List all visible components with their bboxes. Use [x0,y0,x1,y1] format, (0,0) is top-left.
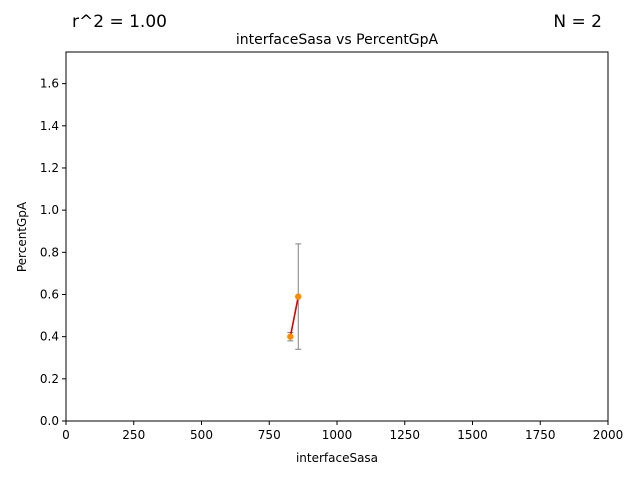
data-points [287,293,302,340]
y-tick-label: 1.2 [40,161,59,175]
y-tick-label: 0.8 [40,245,59,259]
x-tick-label: 250 [122,428,145,442]
r-squared-annotation: r^2 = 1.00 [72,12,167,32]
y-tick-label: 1.6 [40,77,59,91]
fit-line [289,296,300,337]
x-tick-label: 1000 [322,428,353,442]
fit-line-group [289,296,300,337]
x-tick-label: 1750 [525,428,556,442]
x-tick-label: 500 [190,428,213,442]
y-tick-label: 0.4 [40,330,59,344]
y-axis-ticks: 0.0 0.2 0.4 0.6 0.8 1.0 1.2 1.4 1.6 [40,77,66,428]
y-tick-label: 1.4 [40,119,59,133]
x-tick-label: 1500 [457,428,488,442]
x-tick-label: 750 [258,428,281,442]
data-point [287,333,294,340]
y-tick-label: 0.6 [40,287,59,301]
x-axis-ticks: 0 250 500 750 1000 1250 1500 1750 2000 [62,421,623,442]
data-point [295,293,302,300]
x-tick-label: 2000 [593,428,624,442]
y-tick-label: 0.2 [40,372,59,386]
n-count-annotation: N = 2 [553,12,602,32]
y-tick-label: 0.0 [40,414,59,428]
y-axis-label: PercentGpA [15,201,29,272]
plot-area-frame [65,51,609,422]
x-axis-label: interfaceSasa [296,451,378,465]
x-tick-label: 0 [62,428,70,442]
y-tick-label: 1.0 [40,203,59,217]
chart-title: interfaceSasa vs PercentGpA [236,32,439,48]
x-tick-label: 1250 [389,428,420,442]
